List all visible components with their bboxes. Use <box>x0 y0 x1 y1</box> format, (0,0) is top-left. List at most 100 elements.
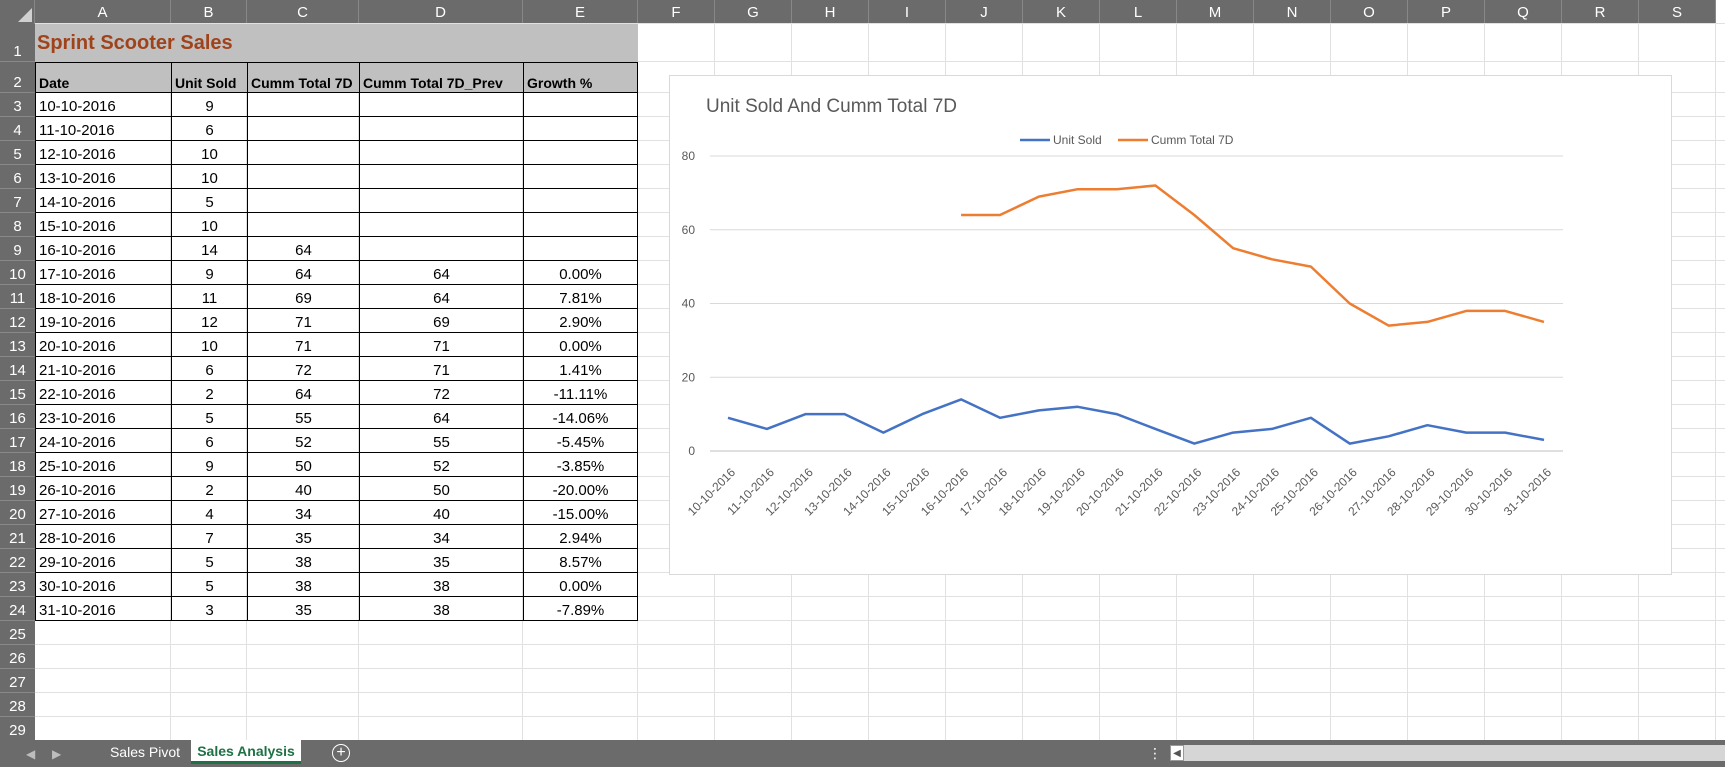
table-cell[interactable]: 10 <box>171 333 247 357</box>
table-cell[interactable] <box>359 165 523 189</box>
table-cell[interactable]: -3.85% <box>523 453 638 477</box>
table-cell[interactable]: 12-10-2016 <box>35 141 171 165</box>
table-cell[interactable]: 64 <box>247 381 359 405</box>
table-cell[interactable]: 34 <box>359 525 523 549</box>
table-cell[interactable] <box>359 141 523 165</box>
column-header-j[interactable]: J <box>946 0 1023 24</box>
table-header-cell[interactable]: Cumm Total 7D_Prev <box>359 62 523 93</box>
table-cell[interactable] <box>523 117 638 141</box>
table-cell[interactable]: 31-10-2016 <box>35 597 171 621</box>
horizontal-scrollbar[interactable] <box>1170 745 1725 761</box>
table-cell[interactable]: 13-10-2016 <box>35 165 171 189</box>
table-cell[interactable]: 6 <box>171 429 247 453</box>
table-cell[interactable]: 71 <box>359 333 523 357</box>
column-header-r[interactable]: R <box>1562 0 1639 24</box>
row-header-12[interactable]: 12 <box>0 309 35 333</box>
table-cell[interactable]: 23-10-2016 <box>35 405 171 429</box>
column-header-b[interactable]: B <box>171 0 247 24</box>
table-cell[interactable]: 2.90% <box>523 309 638 333</box>
table-cell[interactable]: 2.94% <box>523 525 638 549</box>
column-header-f[interactable]: F <box>638 0 715 24</box>
table-cell[interactable]: 69 <box>359 309 523 333</box>
table-cell[interactable] <box>523 165 638 189</box>
column-header-l[interactable]: L <box>1100 0 1177 24</box>
table-cell[interactable]: 15-10-2016 <box>35 213 171 237</box>
row-header-21[interactable]: 21 <box>0 525 35 549</box>
table-cell[interactable] <box>359 117 523 141</box>
column-header-e[interactable]: E <box>523 0 638 24</box>
column-header-s[interactable]: S <box>1639 0 1716 24</box>
table-cell[interactable]: 55 <box>359 429 523 453</box>
table-cell[interactable]: 18-10-2016 <box>35 285 171 309</box>
table-cell[interactable]: 14 <box>171 237 247 261</box>
tab-split-dots-icon[interactable]: ⋮ <box>1148 745 1162 761</box>
table-cell[interactable]: 64 <box>247 261 359 285</box>
table-cell[interactable]: 3 <box>171 597 247 621</box>
table-cell[interactable]: 11 <box>171 285 247 309</box>
table-cell[interactable] <box>359 213 523 237</box>
tab-sales-analysis[interactable]: Sales Analysis <box>191 740 301 764</box>
table-cell[interactable] <box>247 189 359 213</box>
table-cell[interactable] <box>523 189 638 213</box>
table-cell[interactable]: 38 <box>247 549 359 573</box>
table-cell[interactable]: 4 <box>171 501 247 525</box>
table-cell[interactable]: 25-10-2016 <box>35 453 171 477</box>
table-cell[interactable]: 69 <box>247 285 359 309</box>
table-cell[interactable]: 11-10-2016 <box>35 117 171 141</box>
table-cell[interactable]: 35 <box>247 525 359 549</box>
table-header-cell[interactable]: Cumm Total 7D <box>247 62 359 93</box>
table-cell[interactable]: 27-10-2016 <box>35 501 171 525</box>
table-header-cell[interactable]: Unit Sold <box>171 62 247 93</box>
table-cell[interactable]: 24-10-2016 <box>35 429 171 453</box>
row-header-16[interactable]: 16 <box>0 405 35 429</box>
column-header-k[interactable]: K <box>1023 0 1100 24</box>
table-cell[interactable]: 9 <box>171 453 247 477</box>
table-cell[interactable] <box>523 237 638 261</box>
table-cell[interactable]: 38 <box>247 573 359 597</box>
table-cell[interactable]: 5 <box>171 189 247 213</box>
table-cell[interactable] <box>359 93 523 117</box>
table-cell[interactable] <box>359 189 523 213</box>
row-header-26[interactable]: 26 <box>0 645 35 669</box>
column-header-a[interactable]: A <box>35 0 171 24</box>
table-cell[interactable]: -14.06% <box>523 405 638 429</box>
table-cell[interactable]: -15.00% <box>523 501 638 525</box>
row-header-8[interactable]: 8 <box>0 213 35 237</box>
table-cell[interactable]: 12 <box>171 309 247 333</box>
table-cell[interactable] <box>523 141 638 165</box>
table-cell[interactable]: 64 <box>359 405 523 429</box>
table-cell[interactable]: 0.00% <box>523 333 638 357</box>
table-cell[interactable]: 7.81% <box>523 285 638 309</box>
table-cell[interactable]: 29-10-2016 <box>35 549 171 573</box>
table-cell[interactable]: 38 <box>359 597 523 621</box>
table-cell[interactable]: 50 <box>359 477 523 501</box>
table-cell[interactable] <box>247 117 359 141</box>
table-cell[interactable]: 71 <box>247 309 359 333</box>
table-cell[interactable]: 16-10-2016 <box>35 237 171 261</box>
row-header-1[interactable]: 1 <box>0 24 35 62</box>
column-header-q[interactable]: Q <box>1485 0 1562 24</box>
table-cell[interactable]: 52 <box>359 453 523 477</box>
table-cell[interactable]: 10-10-2016 <box>35 93 171 117</box>
table-cell[interactable]: 64 <box>359 285 523 309</box>
row-header-27[interactable]: 27 <box>0 669 35 693</box>
table-cell[interactable]: 21-10-2016 <box>35 357 171 381</box>
table-cell[interactable]: 26-10-2016 <box>35 477 171 501</box>
row-header-14[interactable]: 14 <box>0 357 35 381</box>
column-header-i[interactable]: I <box>869 0 946 24</box>
column-header-c[interactable]: C <box>247 0 359 24</box>
tab-sales-pivot[interactable]: Sales Pivot <box>109 744 181 760</box>
table-cell[interactable]: -11.11% <box>523 381 638 405</box>
table-cell[interactable]: 35 <box>359 549 523 573</box>
table-cell[interactable]: 55 <box>247 405 359 429</box>
row-header-28[interactable]: 28 <box>0 693 35 717</box>
row-header-22[interactable]: 22 <box>0 549 35 573</box>
table-cell[interactable] <box>523 213 638 237</box>
column-header-m[interactable]: M <box>1177 0 1254 24</box>
row-header-9[interactable]: 9 <box>0 237 35 261</box>
table-header-cell[interactable]: Growth % <box>523 62 638 93</box>
table-cell[interactable]: 14-10-2016 <box>35 189 171 213</box>
table-cell[interactable]: 10 <box>171 165 247 189</box>
table-cell[interactable]: 1.41% <box>523 357 638 381</box>
